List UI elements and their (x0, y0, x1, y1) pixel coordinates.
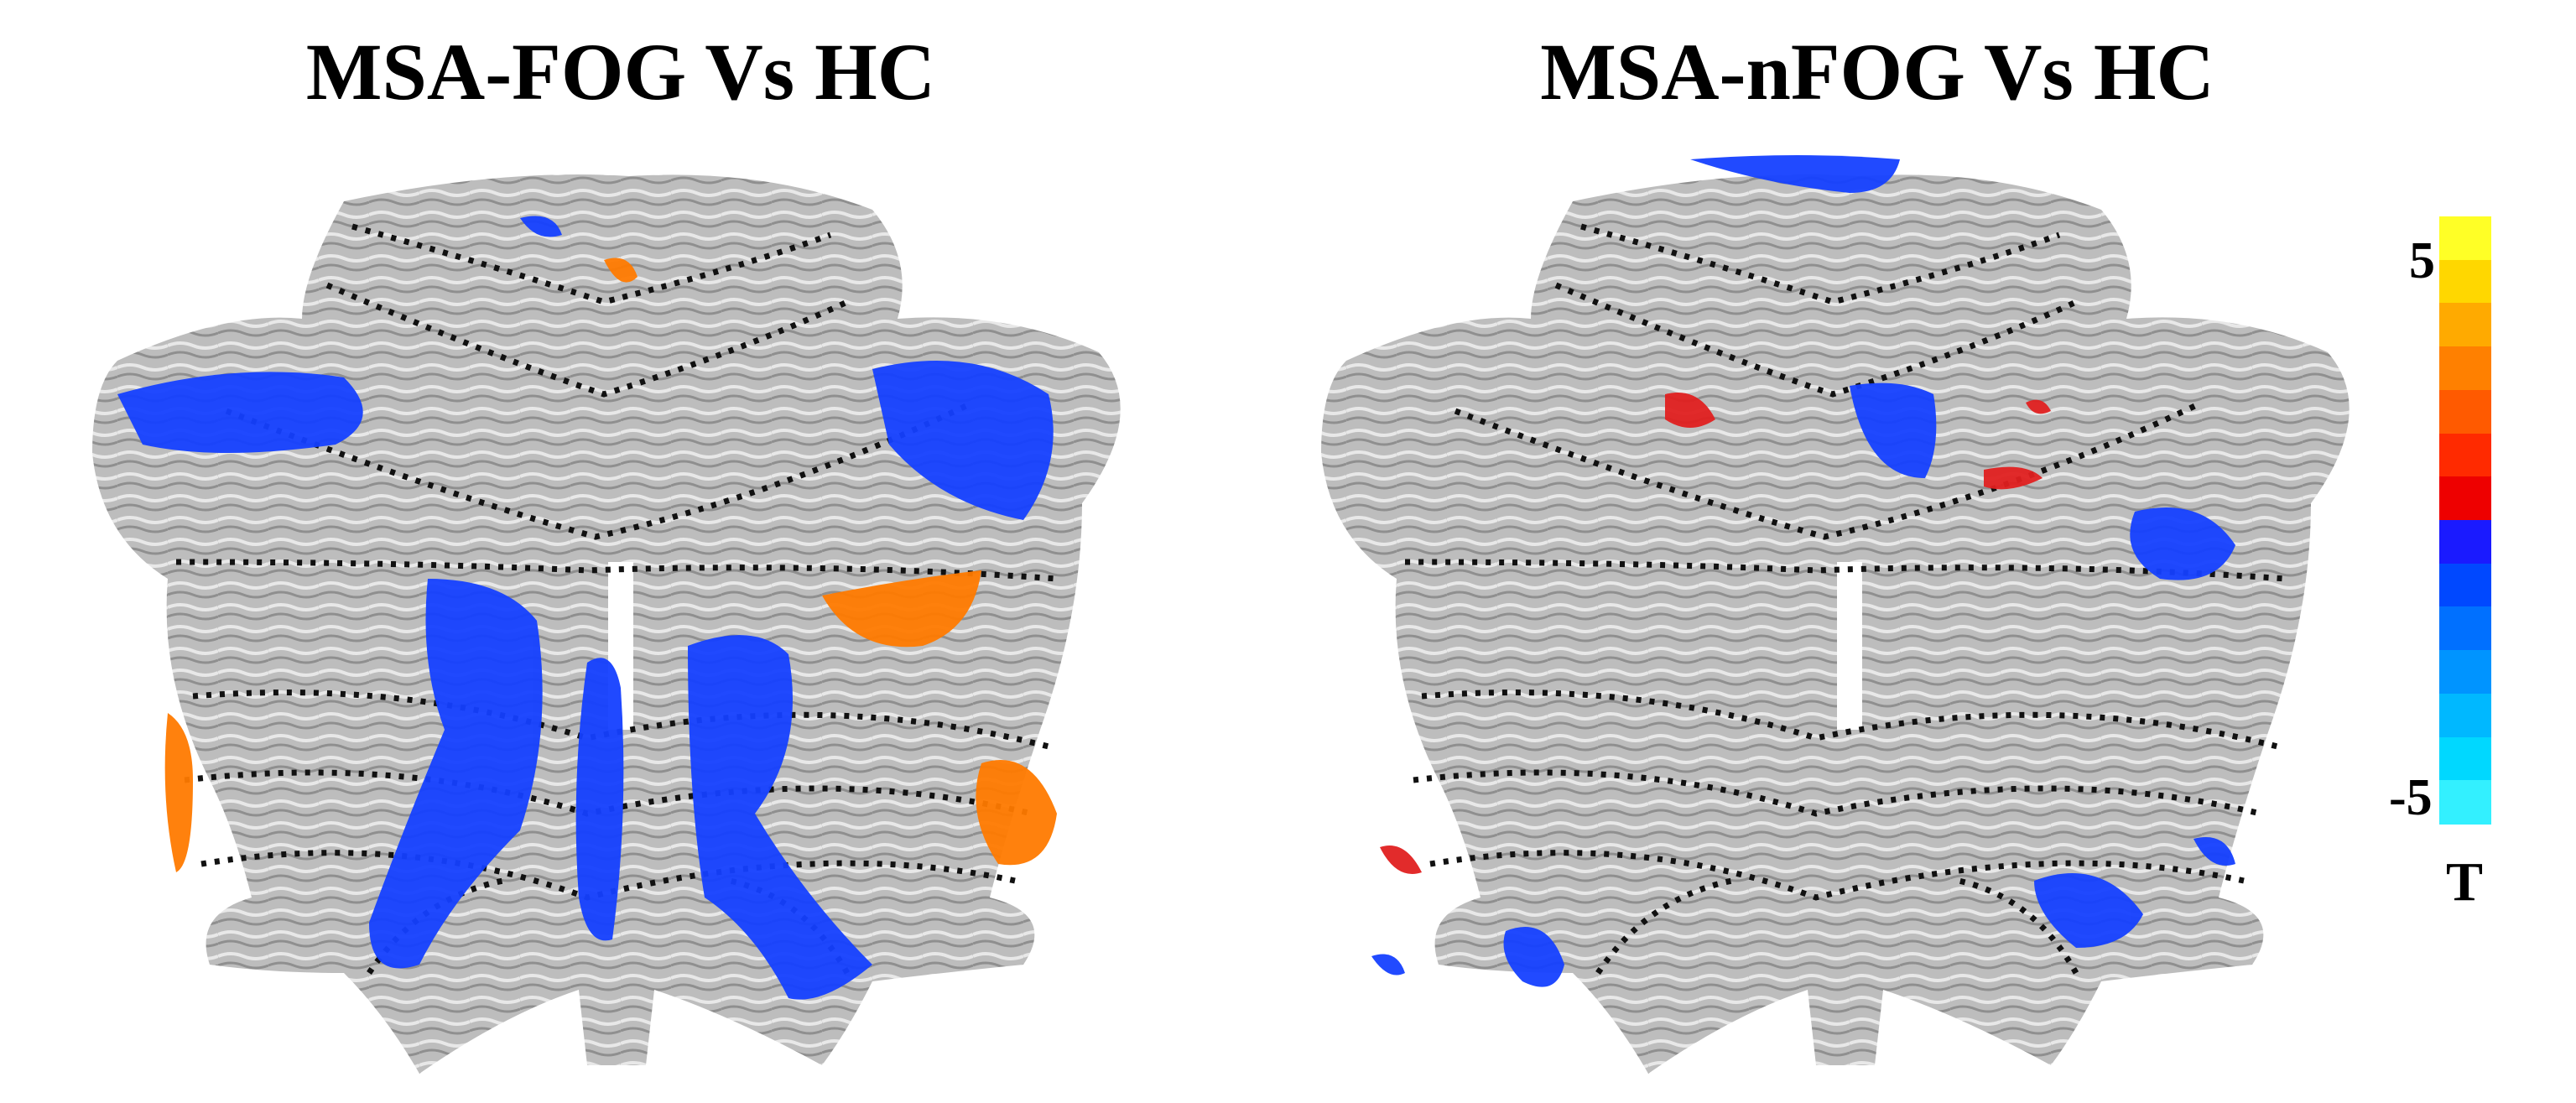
negative-clusters (117, 216, 1054, 1000)
colorbar-segment (2439, 736, 2491, 782)
colorbar-segment (2439, 303, 2491, 348)
colorbar-segment (2439, 693, 2491, 738)
colorbar-segment (2439, 389, 2491, 434)
colorbar-segment (2439, 433, 2491, 478)
colorbar-segment (2439, 216, 2491, 261)
colorbar-min-label: -5 (2389, 769, 2433, 826)
panel-title-fog: MSA-FOG Vs HC (305, 27, 936, 117)
flatmap-nfog (1296, 143, 2420, 1082)
colorbar-segment (2439, 476, 2491, 521)
panel-title-nfog: MSA-nFOG Vs HC (1540, 27, 2214, 117)
lobule-boundaries (1404, 223, 2287, 975)
colorbar-segment (2439, 520, 2491, 565)
positive-clusters (1380, 393, 2051, 874)
cerebellum-surface (1321, 174, 2350, 1074)
colorbar (2439, 216, 2491, 825)
positive-clusters (164, 258, 1057, 872)
colorbar-segment (2439, 563, 2491, 608)
colorbar-segment (2439, 346, 2491, 391)
colorbar-segment (2439, 606, 2491, 652)
negative-clusters (1371, 155, 2235, 987)
colorbar-segment (2439, 650, 2491, 695)
colorbar-unit-label: T (2446, 851, 2484, 913)
flatmap-fog (67, 143, 1191, 1082)
colorbar-max-label: 5 (2409, 232, 2435, 289)
colorbar-segment (2439, 259, 2491, 304)
colorbar-segment (2439, 780, 2491, 825)
